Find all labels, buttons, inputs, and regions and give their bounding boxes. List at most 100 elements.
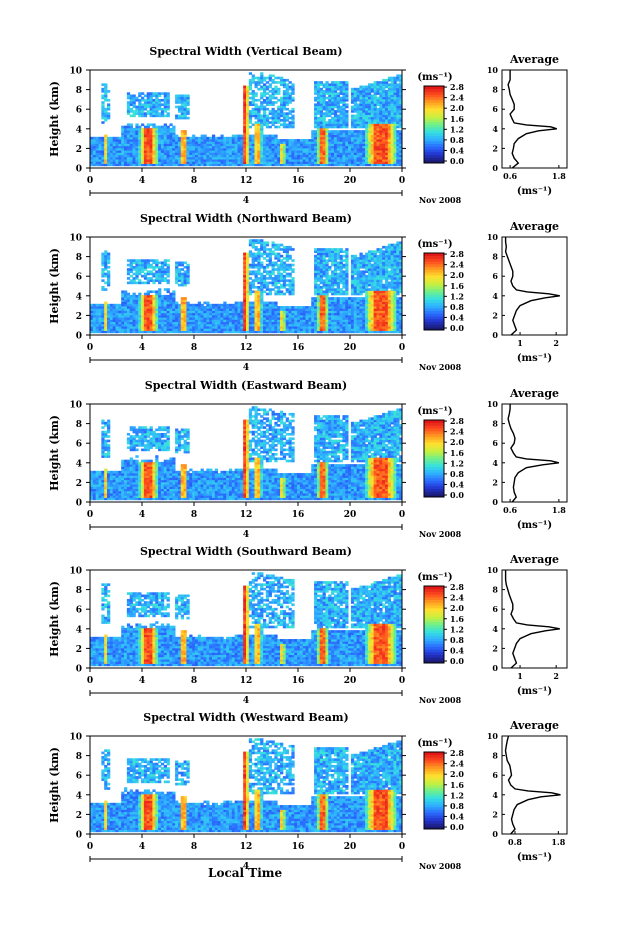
heatmap-cell [257,257,261,260]
heatmap-cell [211,141,216,144]
heatmap-cell [175,279,179,282]
heatmap-cell [112,312,116,316]
heatmap-cell [268,141,272,144]
heatmap-cell [277,321,281,325]
heatmap-cell [331,141,335,144]
heatmap-cell [331,161,335,164]
heatmap-cell [274,281,278,285]
heatmap-cell [135,139,139,142]
heatmap-cell [220,141,224,144]
heatmap-cell [112,303,116,307]
heatmap-cell [155,326,159,329]
heatmap-cell [387,114,392,118]
heatmap-cell [197,330,202,334]
heatmap-cell [291,90,295,93]
heatmap-cell [163,101,167,104]
heatmap-cell [124,326,128,329]
heatmap-cell [141,326,145,329]
heatmap-cell [291,330,295,334]
heatmap-cell [331,96,335,100]
heatmap-cell [189,308,193,311]
heatmap-cell [331,250,335,253]
heatmap-cell [155,127,159,131]
heatmap-cell [316,252,321,256]
heatmap-cell [322,154,326,158]
heatmap-cell [246,134,250,138]
heatmap-cell [200,314,204,318]
heatmap-cell [305,147,309,151]
colorbar-step [424,149,444,153]
heatmap-cell [101,288,105,291]
heatmap-cell [342,94,346,98]
heatmap-cell [336,161,340,164]
colorbar-tick-label: 0.4 [450,145,464,155]
heatmap-cell [291,319,295,323]
heatmap-cell [143,301,148,305]
heatmap-cell [308,161,312,164]
heatmap-cell [387,92,392,95]
heatmap-cell [268,290,272,294]
heatmap-cell [322,250,326,253]
heatmap-cell [325,308,329,311]
heatmap-cell [254,152,258,156]
heatmap-cell [387,152,392,156]
heatmap-cell [126,281,131,285]
heatmap-cell [353,103,358,107]
heatmap-cell [95,303,99,307]
heatmap-cell [399,145,403,149]
heatmap-cell [217,161,221,164]
heatmap-cell [237,308,241,311]
heatmap-cell [325,150,329,153]
heatmap-cell [277,272,281,276]
heatmap-cell [109,147,114,151]
heatmap-cell [163,141,167,144]
heatmap-cell [277,312,281,316]
heatmap-cell [316,121,321,124]
heatmap-cell [129,159,133,162]
heatmap-cell [336,110,340,113]
heatmap-cell [265,265,270,269]
heatmap-cell [166,152,170,156]
heatmap-cell [291,125,295,129]
heatmap-cell [166,125,170,129]
heatmap-cell [257,306,261,309]
heatmap-cell [246,123,250,127]
heatmap-cell [104,161,108,164]
heatmap-cell [243,319,247,323]
heatmap-cell [124,145,128,149]
heatmap-cell [98,330,102,334]
heatmap-cell [271,150,275,153]
heatmap-cell [240,134,244,138]
heatmap-cell [342,156,346,160]
heatmap-cell [299,159,304,162]
heatmap-cell [271,306,275,309]
heatmap-cell [146,98,150,102]
heatmap-cell [163,326,167,329]
heatmap-cell [95,326,99,329]
heatmap-cell [263,281,267,285]
colorbar-tick-label: 2.8 [450,82,464,92]
heatmap-cell [280,328,284,331]
heatmap-cell [356,112,360,115]
heatmap-cell [135,263,139,267]
heatmap-cell [260,263,264,267]
heatmap-cell [365,92,369,95]
heatmap-cell [217,163,221,167]
heatmap-cell [160,328,165,331]
heatmap-cell [350,90,355,93]
heatmap-cell [98,303,102,307]
heatmap-cell [243,261,247,265]
heatmap-cell [314,261,318,265]
heatmap-cell [314,163,318,167]
heatmap-cell [282,263,287,267]
heatmap-cell [177,116,182,120]
heatmap-cell [129,103,133,107]
heatmap-cell [132,323,136,327]
heatmap-cell [297,326,301,329]
heatmap-cell [248,96,253,100]
heatmap-cell [132,154,136,158]
heatmap-cell [384,125,389,129]
heatmap-cell [146,123,150,127]
heatmap-cell [104,119,108,122]
heatmap-cell [95,321,99,325]
